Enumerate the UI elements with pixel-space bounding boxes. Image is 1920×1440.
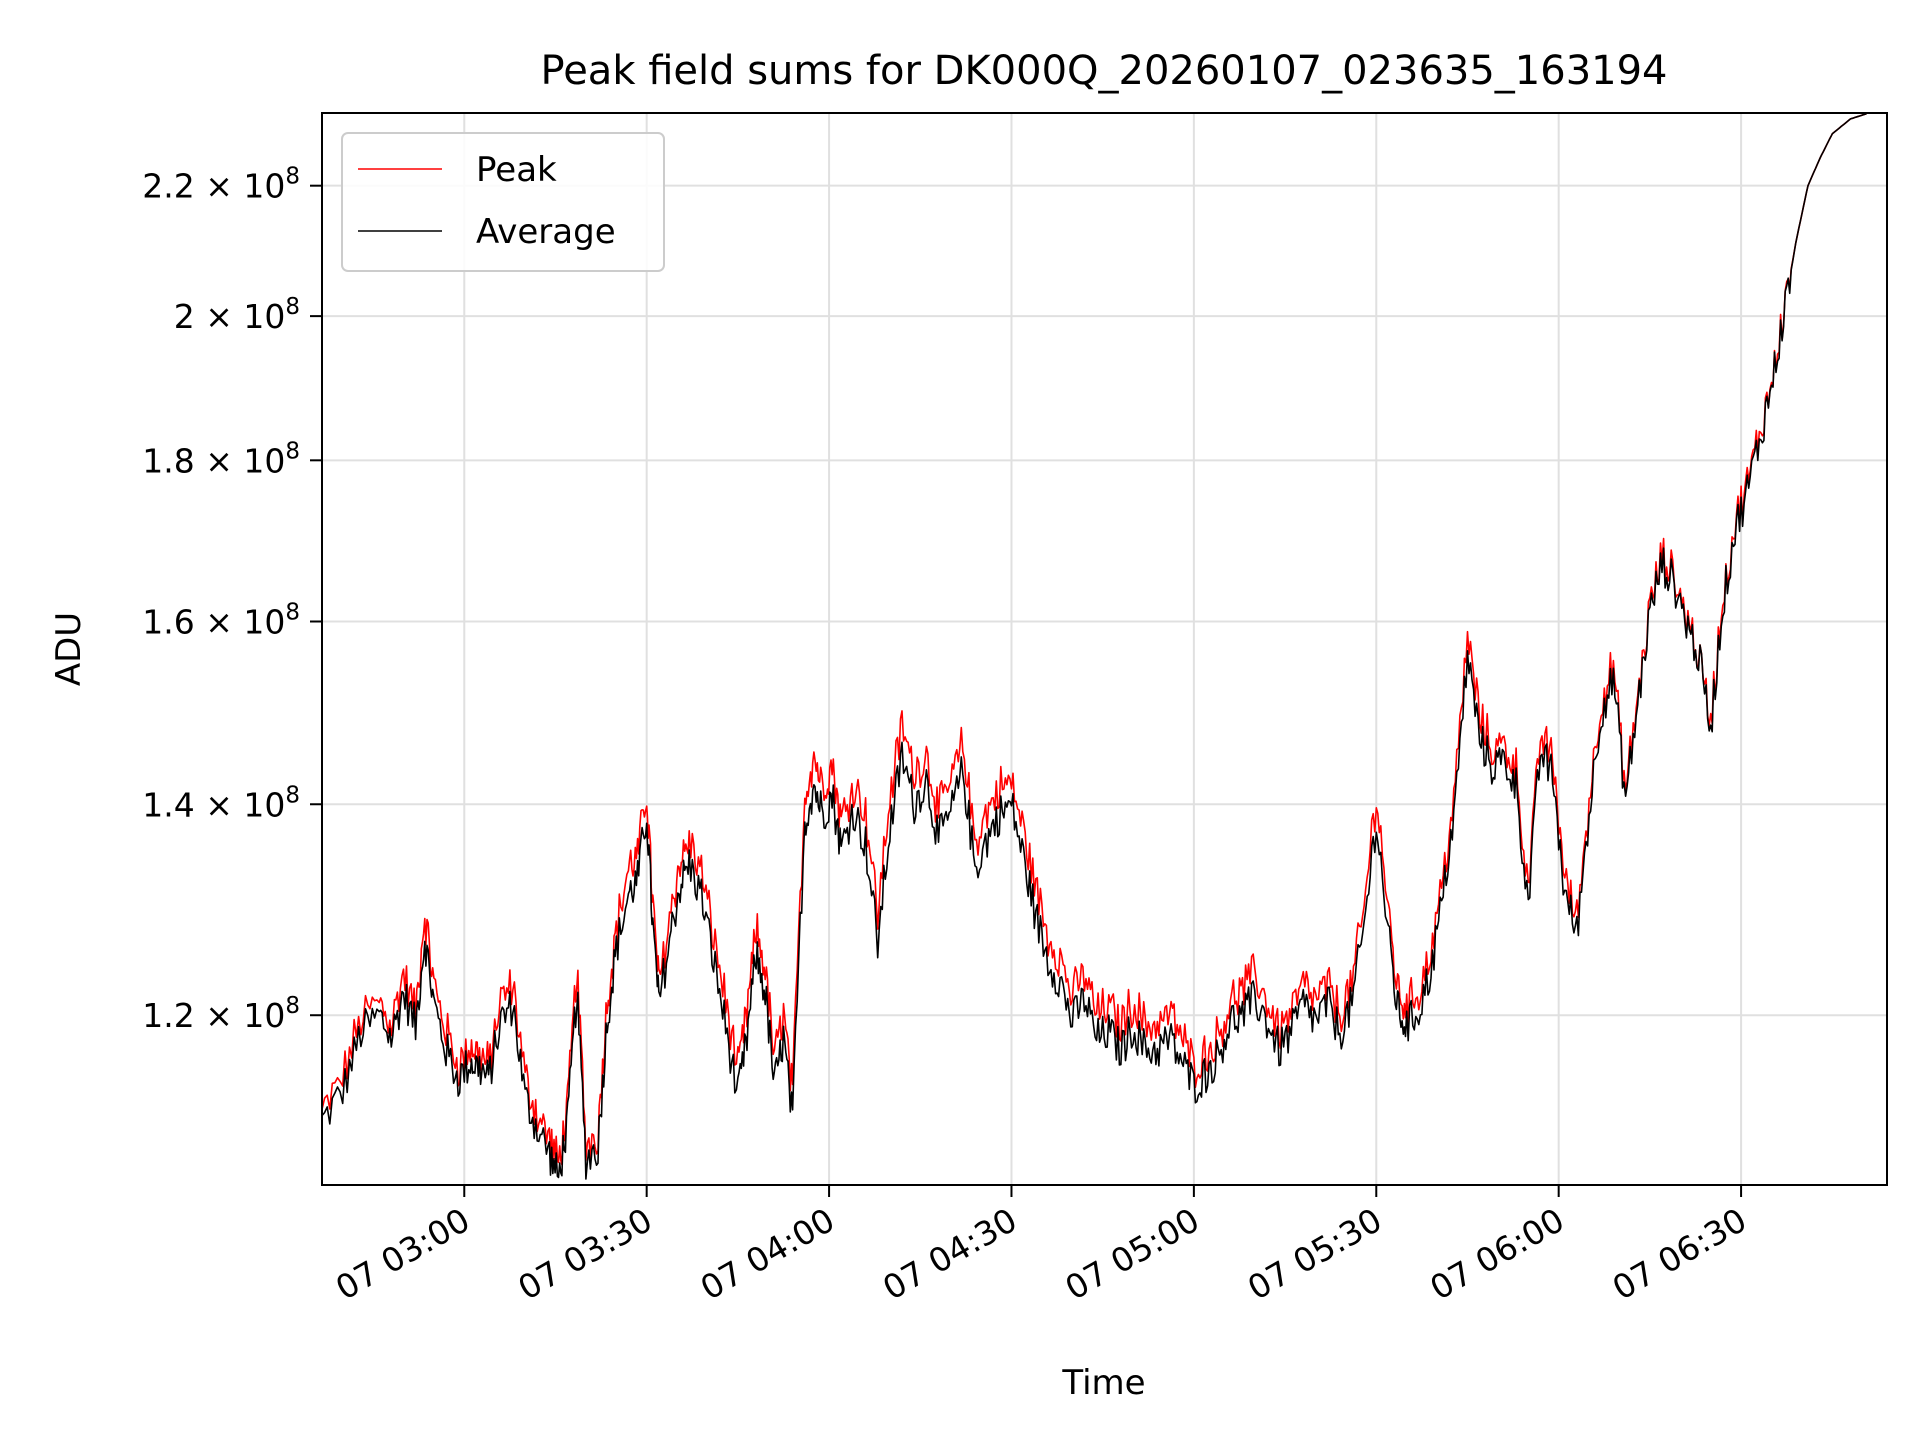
y-tick-label: 1.2 × 108: [142, 993, 300, 1035]
y-tick-label: 2 × 108: [174, 294, 300, 336]
legend-label-peak: Peak: [476, 150, 557, 190]
plot-area-frame: [321, 112, 1888, 1186]
y-axis-label: ADU: [49, 612, 89, 686]
series-line-average: [322, 113, 1867, 1180]
grid: [322, 113, 1887, 1185]
y-axis: 1.2 × 108 1.4 × 108 1.6 × 108 1.8 × 108 2 × …: [142, 164, 322, 1035]
chart-title: Peak field sums for DK000Q_20260107_0236…: [541, 48, 1668, 94]
legend: Peak Average: [341, 132, 665, 272]
y-tick-label: 2.2 × 108: [142, 164, 300, 206]
legend-frame: [341, 132, 665, 272]
x-axis-label: Time: [1061, 1363, 1145, 1403]
y-tick-label: 1.8 × 108: [142, 438, 300, 480]
y-tick-label: 1.4 × 108: [142, 782, 300, 824]
series-layer: [322, 113, 1867, 1180]
legend-label-average: Average: [476, 212, 616, 252]
y-tick-label: 1.6 × 108: [142, 600, 300, 642]
